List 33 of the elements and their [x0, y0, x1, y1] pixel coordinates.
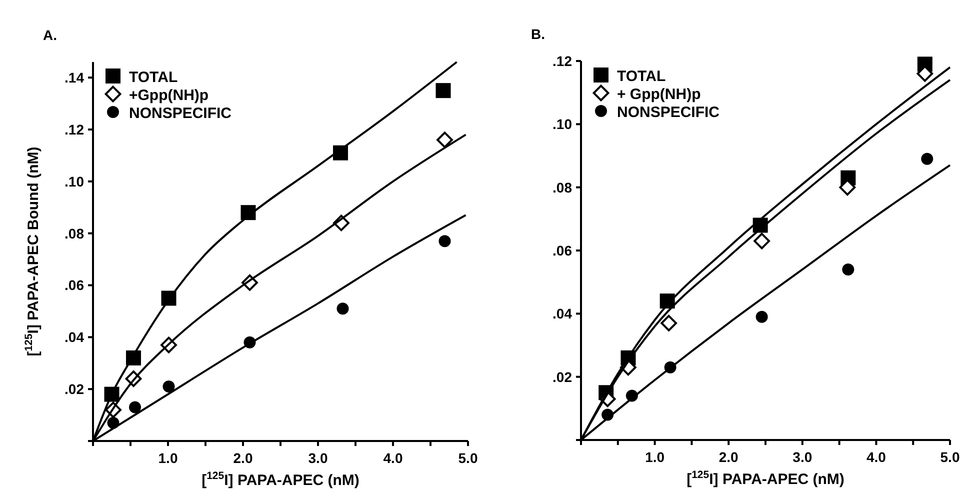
y-tick-label: .06	[552, 242, 572, 258]
x-tick-label: 2.0	[233, 450, 253, 466]
chart-title: A.	[43, 27, 57, 43]
y-tick-label: .14	[64, 70, 84, 86]
x-tick-label: 4.0	[383, 450, 403, 466]
x-axis-title: [$^{125}$I] PAPA-APEC (nM)	[686, 469, 844, 488]
y-tick-label: .08	[64, 225, 84, 242]
legend-label: TOTAL	[617, 68, 666, 85]
chart-title: B.	[531, 26, 545, 42]
x-tick-label: 1.0	[158, 450, 178, 466]
y-tick-label: .12	[64, 121, 84, 138]
x-tick-label: 5.0	[458, 450, 478, 466]
y-tick-label: .12	[552, 53, 572, 69]
legend-label: +Gpp(NH)p	[129, 87, 209, 104]
legend-label: NONSPECIFIC	[617, 104, 720, 121]
y-tick-label: .04	[552, 306, 572, 322]
legend-label: + Gpp(NH)p	[617, 86, 701, 103]
x-axis-title: [$^{125}$I] PAPA-APEC (nM)	[202, 470, 360, 489]
legend-label: TOTAL	[129, 69, 178, 86]
y-tick-label: .04	[64, 329, 84, 346]
x-tick-label: 2.0	[718, 449, 739, 465]
y-tick-label: .08	[552, 179, 572, 196]
y-tick-label: .02	[64, 381, 84, 398]
y-tick-label: .06	[64, 277, 84, 294]
x-tick-label: 1.0	[645, 449, 665, 465]
x-tick-label: 3.0	[792, 449, 812, 465]
y-tick-label: .10	[552, 116, 572, 132]
y-tick-label: .10	[64, 173, 84, 190]
y-tick-label: .02	[552, 368, 572, 385]
legend-label: NONSPECIFIC	[129, 105, 232, 122]
x-tick-label: 3.0	[308, 450, 328, 466]
x-tick-label: 4.0	[866, 449, 886, 465]
x-tick-label: 5.0	[940, 449, 960, 465]
